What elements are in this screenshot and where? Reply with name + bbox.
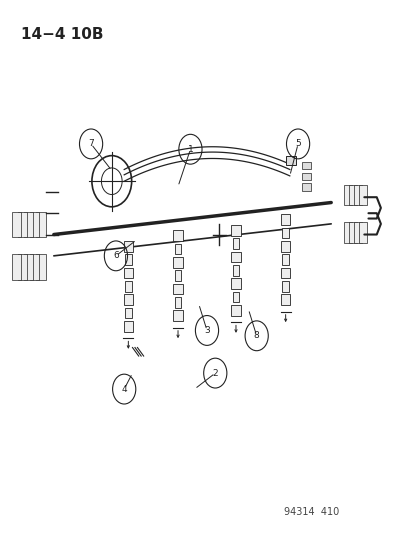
FancyBboxPatch shape xyxy=(301,183,311,191)
FancyBboxPatch shape xyxy=(174,270,181,281)
Text: 14−4 10B: 14−4 10B xyxy=(21,27,103,42)
FancyBboxPatch shape xyxy=(174,244,181,254)
FancyBboxPatch shape xyxy=(353,185,361,205)
FancyBboxPatch shape xyxy=(231,252,240,262)
FancyBboxPatch shape xyxy=(301,173,311,180)
FancyBboxPatch shape xyxy=(174,297,181,308)
FancyBboxPatch shape xyxy=(24,254,33,280)
FancyBboxPatch shape xyxy=(280,294,290,305)
FancyBboxPatch shape xyxy=(173,284,182,294)
FancyBboxPatch shape xyxy=(36,212,45,237)
FancyBboxPatch shape xyxy=(348,185,356,205)
FancyBboxPatch shape xyxy=(173,257,182,268)
FancyBboxPatch shape xyxy=(282,254,288,265)
FancyBboxPatch shape xyxy=(343,185,351,205)
FancyBboxPatch shape xyxy=(282,228,288,238)
FancyBboxPatch shape xyxy=(280,241,290,252)
Text: 1: 1 xyxy=(187,145,193,154)
Text: 7: 7 xyxy=(88,140,94,148)
FancyBboxPatch shape xyxy=(301,162,311,169)
FancyBboxPatch shape xyxy=(18,212,27,237)
FancyBboxPatch shape xyxy=(280,214,290,225)
Text: 94314  410: 94314 410 xyxy=(284,507,339,517)
FancyArrowPatch shape xyxy=(284,314,286,321)
FancyBboxPatch shape xyxy=(24,212,33,237)
Text: 5: 5 xyxy=(294,140,300,148)
FancyBboxPatch shape xyxy=(232,238,239,249)
FancyBboxPatch shape xyxy=(125,308,131,318)
Text: 3: 3 xyxy=(204,326,209,335)
FancyBboxPatch shape xyxy=(358,185,366,205)
Text: 8: 8 xyxy=(253,332,259,340)
FancyBboxPatch shape xyxy=(285,156,295,165)
FancyBboxPatch shape xyxy=(231,305,240,316)
Text: 2: 2 xyxy=(212,369,218,377)
FancyBboxPatch shape xyxy=(358,222,366,243)
FancyBboxPatch shape xyxy=(353,222,361,243)
FancyBboxPatch shape xyxy=(30,212,39,237)
FancyBboxPatch shape xyxy=(18,254,27,280)
FancyBboxPatch shape xyxy=(343,222,351,243)
FancyBboxPatch shape xyxy=(12,212,21,237)
FancyBboxPatch shape xyxy=(231,278,240,289)
FancyBboxPatch shape xyxy=(232,292,239,302)
FancyBboxPatch shape xyxy=(36,254,45,280)
FancyBboxPatch shape xyxy=(280,268,290,278)
Text: 4: 4 xyxy=(121,385,127,393)
FancyBboxPatch shape xyxy=(173,310,182,321)
FancyBboxPatch shape xyxy=(231,225,240,236)
FancyBboxPatch shape xyxy=(173,230,182,241)
FancyBboxPatch shape xyxy=(232,265,239,276)
FancyBboxPatch shape xyxy=(123,321,133,332)
FancyBboxPatch shape xyxy=(123,268,133,278)
FancyBboxPatch shape xyxy=(30,254,39,280)
FancyBboxPatch shape xyxy=(348,222,356,243)
FancyBboxPatch shape xyxy=(123,294,133,305)
FancyBboxPatch shape xyxy=(125,254,131,265)
FancyArrowPatch shape xyxy=(234,325,237,332)
FancyArrowPatch shape xyxy=(127,341,129,348)
FancyArrowPatch shape xyxy=(176,330,179,337)
FancyBboxPatch shape xyxy=(282,281,288,292)
FancyBboxPatch shape xyxy=(12,254,21,280)
FancyBboxPatch shape xyxy=(125,281,131,292)
Text: 6: 6 xyxy=(113,252,119,260)
FancyBboxPatch shape xyxy=(123,241,133,252)
